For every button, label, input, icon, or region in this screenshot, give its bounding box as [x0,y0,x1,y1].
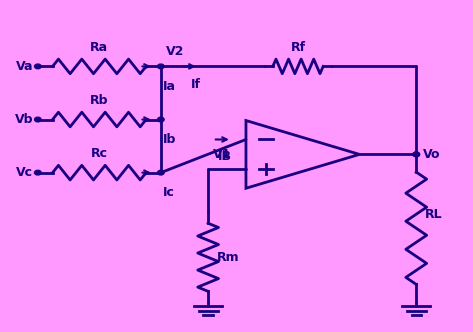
Text: Vb: Vb [15,113,33,126]
Text: Rc: Rc [91,147,108,160]
Text: Ia: Ia [163,80,176,93]
Circle shape [158,64,164,69]
Circle shape [413,152,420,157]
Circle shape [35,117,41,122]
Circle shape [35,170,41,175]
Circle shape [413,152,420,157]
Text: Vc: Vc [16,166,33,179]
Circle shape [35,64,41,69]
Text: IB: IB [218,150,232,163]
Text: Ra: Ra [90,41,108,54]
Text: Rf: Rf [290,41,306,54]
Text: RL: RL [425,208,442,221]
Text: Ic: Ic [163,186,175,199]
Text: V1: V1 [213,148,231,161]
Circle shape [158,170,164,175]
Text: Va: Va [16,60,33,73]
Circle shape [158,117,164,122]
Text: If: If [191,78,201,91]
Text: Vo: Vo [423,148,441,161]
Text: Ib: Ib [163,133,176,146]
Text: Rb: Rb [90,94,109,107]
Text: Rm: Rm [217,251,239,264]
Text: V2: V2 [166,45,184,58]
